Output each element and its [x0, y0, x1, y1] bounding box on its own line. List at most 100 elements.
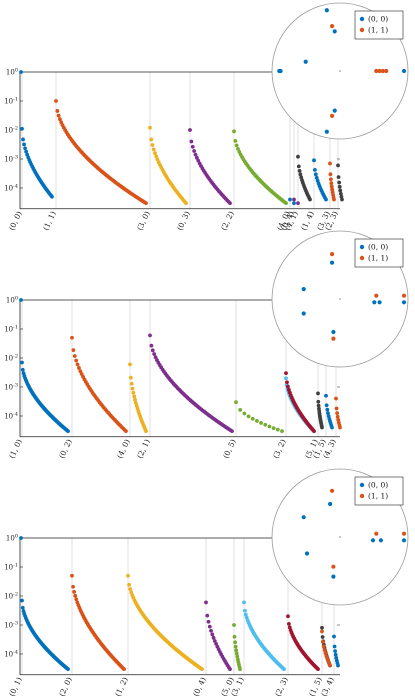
inset-point — [329, 260, 335, 265]
y-tick-exponent: -2 — [13, 592, 18, 598]
inset-point — [401, 68, 407, 74]
legend-marker — [359, 255, 365, 261]
data-point — [149, 137, 154, 142]
y-tick-label: 10-2 — [4, 592, 18, 601]
x-tick-label: (3, 2) — [271, 438, 288, 460]
y-tick-label: 10-1 — [4, 325, 18, 334]
y-tick-label: 10-4 — [4, 184, 18, 193]
data-point — [20, 367, 25, 372]
data-point — [333, 649, 338, 654]
data-point — [284, 371, 288, 376]
inset-point — [332, 108, 337, 113]
x-tick-label: (0, 4) — [191, 676, 208, 698]
y-tick-exponent: -3 — [13, 383, 18, 389]
data-point — [204, 600, 208, 605]
data-point — [326, 411, 330, 416]
x-tick-label: (0, 1) — [7, 676, 24, 698]
y-tick-exponent: -3 — [13, 621, 18, 627]
x-tick-label: (0, 5) — [221, 438, 238, 460]
y-tick-base: 10 — [4, 651, 13, 659]
x-tick-label: (4, 0) — [115, 438, 132, 460]
data-point — [72, 589, 77, 594]
data-point — [66, 429, 70, 434]
data-point — [78, 369, 83, 374]
data-point — [324, 197, 328, 202]
data-point — [205, 613, 210, 618]
data-point — [335, 411, 340, 416]
data-point — [128, 587, 133, 591]
legend-label: (1, 1) — [368, 254, 388, 263]
data-point — [70, 335, 74, 340]
inset-point — [332, 29, 337, 34]
x-tick-label: (2, 3) — [273, 676, 290, 698]
inset-point — [374, 293, 379, 298]
data-point — [286, 621, 291, 626]
data-point — [250, 416, 255, 421]
data-point — [129, 590, 134, 595]
data-point — [233, 139, 238, 143]
y-tick-base: 10 — [4, 564, 13, 572]
data-point — [296, 164, 301, 169]
y-tick-exponent: 0 — [15, 534, 18, 540]
data-point — [336, 663, 340, 668]
data-point — [128, 362, 132, 367]
data-point — [312, 158, 316, 163]
data-point — [212, 639, 217, 643]
y-tick-base: 10 — [6, 297, 15, 305]
data-point — [333, 652, 338, 657]
y-tick-exponent: -1 — [13, 325, 18, 331]
y-tick-base: 10 — [4, 355, 13, 363]
legend-label: (0, 0) — [368, 481, 388, 490]
data-point — [332, 634, 336, 639]
x-tick-label: (1, 0) — [7, 438, 24, 460]
y-tick-base: 10 — [4, 185, 13, 193]
data-point — [313, 167, 317, 172]
legend-label: (0, 0) — [368, 243, 388, 252]
data-point — [255, 419, 259, 423]
data-point — [233, 640, 237, 645]
data-point — [20, 598, 24, 603]
data-point — [190, 144, 195, 149]
data-point — [188, 128, 192, 132]
data-point — [284, 376, 288, 381]
data-point — [338, 191, 343, 196]
data-point — [149, 343, 154, 348]
inset-point — [374, 68, 379, 74]
data-point — [206, 619, 211, 624]
data-point — [19, 536, 23, 540]
y-tick-base: 10 — [4, 98, 13, 106]
data-point — [292, 201, 296, 206]
x-tick-label: (2, 0) — [57, 676, 74, 698]
data-point — [150, 348, 155, 353]
inset-point — [301, 515, 306, 520]
inset-point — [401, 300, 407, 305]
y-tick-label: 100 — [6, 534, 18, 543]
legend-marker — [359, 493, 365, 499]
y-tick-exponent: -2 — [13, 354, 18, 360]
legend-marker — [359, 27, 365, 33]
data-point — [21, 137, 25, 142]
legend-box — [354, 238, 404, 268]
inset-point — [329, 113, 335, 118]
data-point — [193, 152, 198, 157]
data-point — [286, 387, 291, 392]
x-tick-label: (2, 1) — [135, 438, 152, 460]
y-tick-base: 10 — [4, 326, 13, 334]
y-tick-exponent: -1 — [13, 97, 18, 103]
data-point — [66, 667, 70, 672]
data-point — [259, 421, 263, 425]
data-point — [243, 612, 248, 617]
data-point — [194, 155, 199, 160]
data-point — [24, 149, 29, 154]
y-tick-exponent: -2 — [13, 126, 18, 132]
data-point — [144, 429, 148, 434]
data-point — [338, 188, 343, 193]
data-point — [340, 197, 344, 202]
inset-point — [329, 24, 335, 29]
y-tick-exponent: -4 — [13, 412, 18, 418]
inset-point — [301, 287, 306, 292]
inset-point — [331, 564, 336, 569]
data-point — [313, 172, 318, 177]
data-point — [122, 667, 126, 672]
data-point — [20, 605, 25, 610]
